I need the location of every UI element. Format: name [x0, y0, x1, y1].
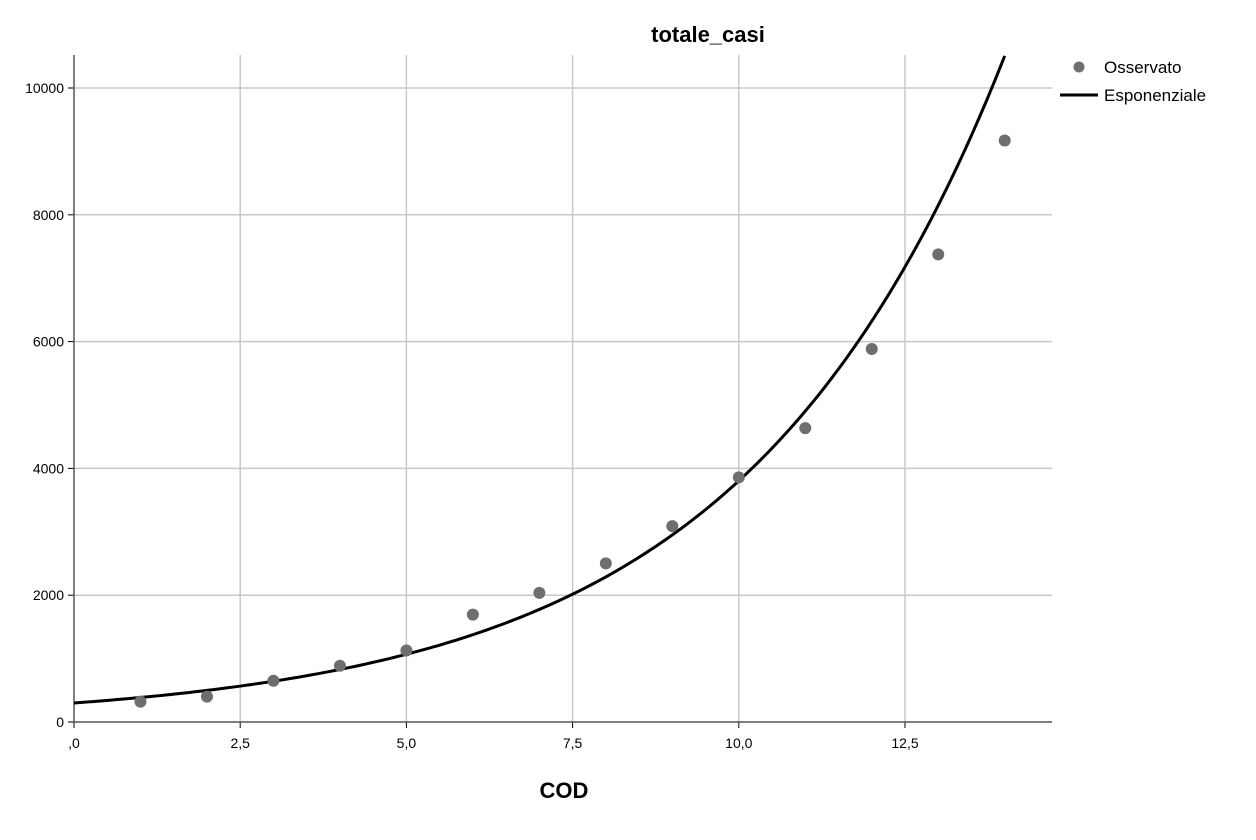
chart-title: totale_casi [651, 22, 765, 47]
data-point [267, 674, 280, 687]
data-point [799, 422, 812, 435]
data-point [865, 343, 878, 356]
data-point [666, 520, 679, 533]
x-axis-label: COD [540, 778, 589, 803]
x-tick-label: 2,5 [230, 735, 250, 751]
x-tick-label: 7,5 [563, 735, 583, 751]
data-point [333, 659, 346, 672]
tick-labels: ,0 2,5 5,0 7,5 10,0 12,5 0 2000 4000 6000 8000 1000… [25, 80, 919, 751]
fit-curve-layer [73, 55, 1007, 705]
data-point [732, 471, 745, 484]
y-tick-label: 0 [56, 714, 64, 730]
data-point [466, 608, 479, 621]
y-tick-label: 2000 [33, 587, 64, 603]
data-point [400, 644, 413, 657]
legend-marker-point [1073, 61, 1085, 73]
y-tick-label: 10000 [25, 80, 64, 96]
x-tick-label: ,0 [68, 735, 80, 751]
grid-lines [74, 55, 1052, 722]
y-tick-label: 8000 [33, 207, 64, 223]
data-point [599, 557, 612, 570]
x-tick-label: 12,5 [891, 735, 918, 751]
y-tick-label: 4000 [33, 460, 64, 476]
data-point [533, 586, 546, 599]
legend: Osservato Esponenziale [1060, 58, 1206, 105]
legend-label: Esponenziale [1104, 86, 1206, 105]
data-points [134, 134, 1011, 708]
data-point [932, 248, 945, 261]
x-tick-label: 5,0 [397, 735, 417, 751]
y-tick-label: 6000 [33, 334, 64, 350]
axes [68, 55, 1052, 728]
data-point [998, 134, 1011, 147]
legend-label: Osservato [1104, 58, 1181, 77]
exponential-fit-line [73, 55, 1007, 705]
x-tick-label: 10,0 [725, 735, 752, 751]
data-point [200, 690, 213, 703]
data-point [134, 695, 147, 708]
